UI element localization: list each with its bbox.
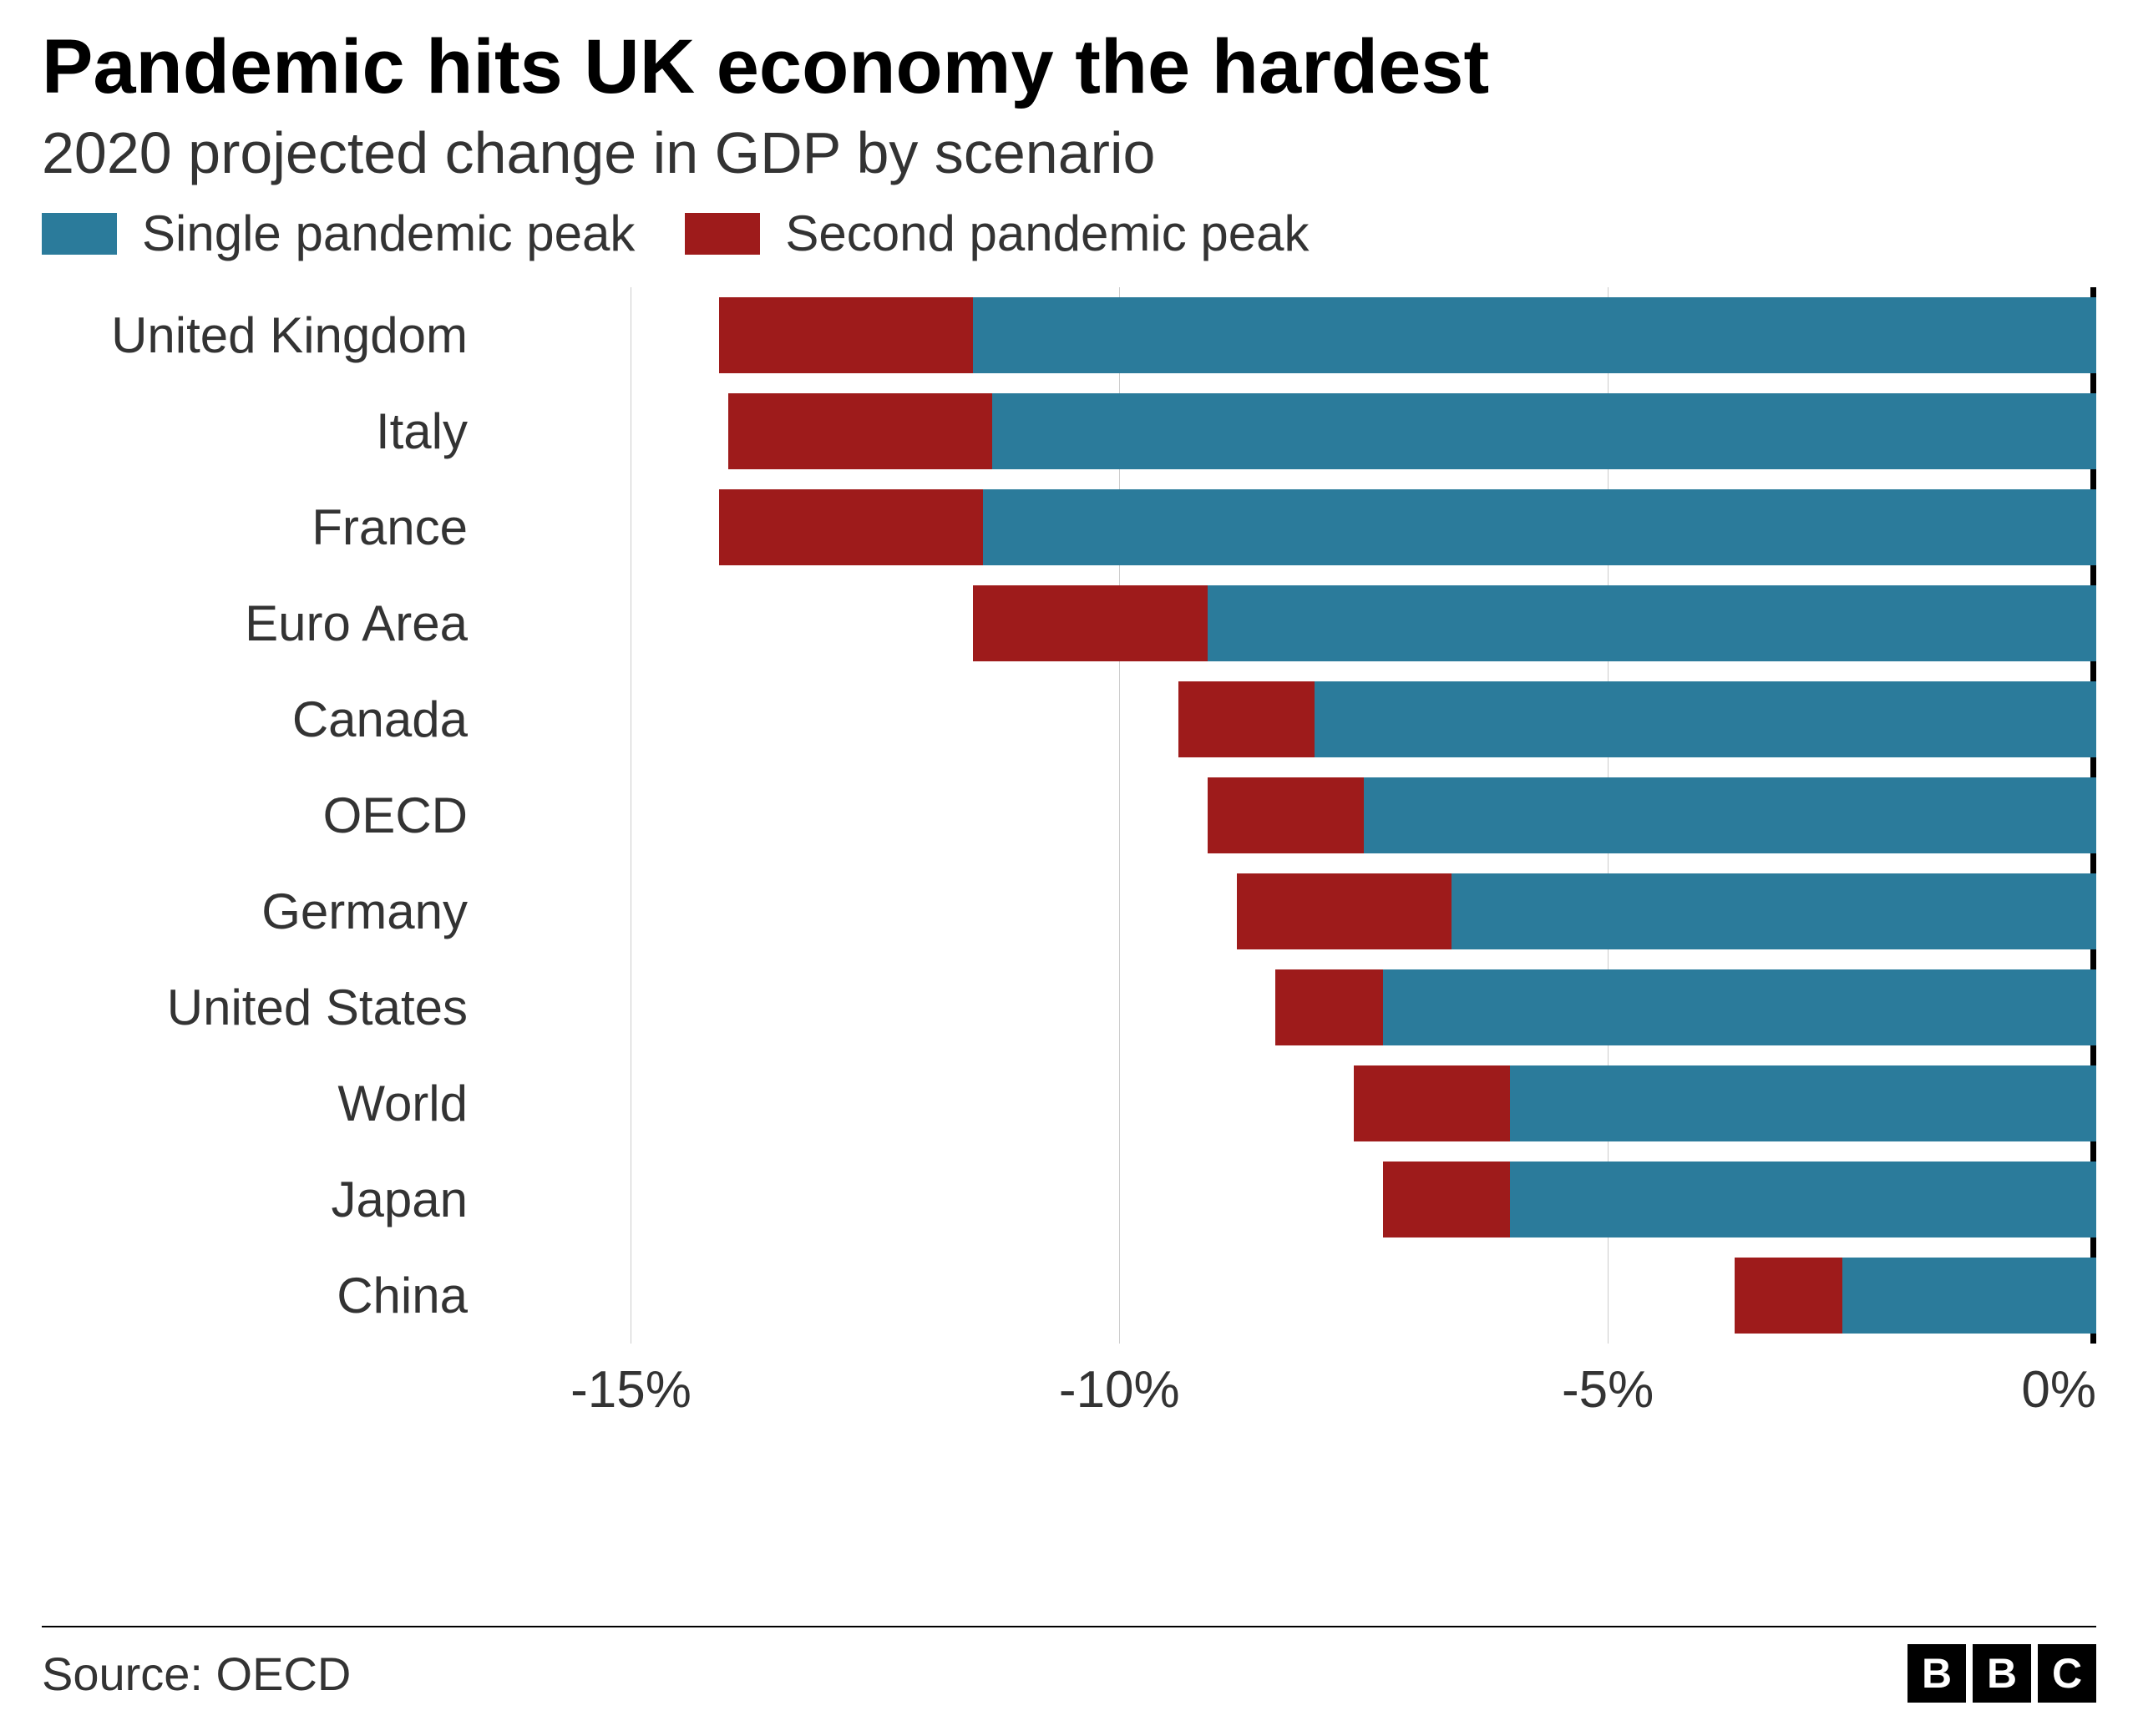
bar-area bbox=[484, 575, 2096, 671]
row-label: Canada bbox=[42, 691, 484, 748]
chart-title: Pandemic hits UK economy the hardest bbox=[42, 25, 2096, 109]
chart-footer: Source: OECD B B C bbox=[42, 1626, 2096, 1703]
chart-row: Japan bbox=[42, 1151, 2096, 1248]
bar-wrap bbox=[484, 585, 2096, 661]
bbc-logo: B B C bbox=[1907, 1644, 2096, 1703]
row-label: OECD bbox=[42, 787, 484, 844]
source-label: Source: OECD bbox=[42, 1647, 351, 1701]
row-label: Euro Area bbox=[42, 595, 484, 652]
bar-segment-single bbox=[1315, 681, 2096, 757]
bar-segment-second bbox=[1383, 1162, 1510, 1237]
bar-segment-second bbox=[1275, 969, 1383, 1045]
bar-segment-single bbox=[1364, 777, 2096, 853]
bar-segment-single bbox=[1452, 873, 2096, 949]
bar-segment-second bbox=[1735, 1258, 1842, 1334]
row-label: China bbox=[42, 1267, 484, 1324]
bar-wrap bbox=[484, 1065, 2096, 1141]
chart-row: Italy bbox=[42, 383, 2096, 479]
legend-swatch-single bbox=[42, 213, 117, 255]
bar-segment-single bbox=[1383, 969, 2096, 1045]
bar-segment-second bbox=[1208, 777, 1364, 853]
chart-subtitle: 2020 projected change in GDP by scenario bbox=[42, 118, 2096, 188]
bar-wrap bbox=[484, 297, 2096, 373]
bar-wrap bbox=[484, 1258, 2096, 1334]
row-label: Japan bbox=[42, 1171, 484, 1228]
row-label: Germany bbox=[42, 883, 484, 940]
legend-label-second: Second pandemic peak bbox=[785, 205, 1309, 262]
bar-segment-second bbox=[1237, 873, 1452, 949]
chart-row: France bbox=[42, 479, 2096, 575]
bar-wrap bbox=[484, 681, 2096, 757]
legend-item-single: Single pandemic peak bbox=[42, 205, 635, 262]
chart-container: Pandemic hits UK economy the hardest 202… bbox=[0, 0, 2138, 1736]
bar-wrap bbox=[484, 1162, 2096, 1237]
logo-letter-b2: B bbox=[1973, 1644, 2031, 1703]
chart-legend: Single pandemic peak Second pandemic pea… bbox=[42, 205, 2096, 262]
x-tick-label: -10% bbox=[1059, 1360, 1180, 1420]
bar-segment-single bbox=[1510, 1065, 2096, 1141]
chart-row: China bbox=[42, 1248, 2096, 1344]
legend-swatch-second bbox=[685, 213, 760, 255]
bar-segment-single bbox=[973, 297, 2096, 373]
x-tick-label: -5% bbox=[1562, 1360, 1654, 1420]
bar-segment-second bbox=[973, 585, 1208, 661]
x-tick-label: -15% bbox=[570, 1360, 692, 1420]
bar-wrap bbox=[484, 777, 2096, 853]
row-label: France bbox=[42, 499, 484, 556]
chart-row: United States bbox=[42, 959, 2096, 1055]
chart-row: United Kingdom bbox=[42, 287, 2096, 383]
chart-x-axis: -15% -10% -5% 0% bbox=[42, 1352, 2096, 1419]
logo-letter-b1: B bbox=[1907, 1644, 1966, 1703]
chart-row: Germany bbox=[42, 863, 2096, 959]
row-label: United Kingdom bbox=[42, 306, 484, 364]
bar-segment-second bbox=[1354, 1065, 1510, 1141]
chart-row: World bbox=[42, 1055, 2096, 1151]
bar-segment-second bbox=[719, 297, 973, 373]
chart-x-axis-labels: -15% -10% -5% 0% bbox=[484, 1352, 2096, 1419]
bar-wrap bbox=[484, 969, 2096, 1045]
bar-wrap bbox=[484, 393, 2096, 469]
chart-row: OECD bbox=[42, 767, 2096, 863]
bar-segment-second bbox=[728, 393, 992, 469]
bar-area bbox=[484, 479, 2096, 575]
row-label: United States bbox=[42, 979, 484, 1036]
row-label: Italy bbox=[42, 402, 484, 460]
bar-area bbox=[484, 767, 2096, 863]
bar-area bbox=[484, 959, 2096, 1055]
bar-segment-single bbox=[1510, 1162, 2096, 1237]
bar-area bbox=[484, 287, 2096, 383]
bar-area bbox=[484, 863, 2096, 959]
bar-area bbox=[484, 1055, 2096, 1151]
bar-segment-single bbox=[1208, 585, 2096, 661]
chart-row: Euro Area bbox=[42, 575, 2096, 671]
bar-segment-single bbox=[1842, 1258, 2096, 1334]
legend-label-single: Single pandemic peak bbox=[142, 205, 635, 262]
bar-segment-second bbox=[719, 489, 983, 565]
bar-segment-single bbox=[983, 489, 2096, 565]
x-tick-label: 0% bbox=[2021, 1360, 2096, 1420]
bar-area bbox=[484, 1151, 2096, 1248]
chart-row: Canada bbox=[42, 671, 2096, 767]
chart-rows: United Kingdom Italy France Euro Area Canada… bbox=[42, 287, 2096, 1344]
bar-area bbox=[484, 383, 2096, 479]
legend-item-second: Second pandemic peak bbox=[685, 205, 1309, 262]
chart-plot-area: United Kingdom Italy France Euro Area Canada… bbox=[42, 287, 2096, 1419]
bar-area bbox=[484, 1248, 2096, 1344]
bar-segment-single bbox=[992, 393, 2096, 469]
logo-letter-c: C bbox=[2038, 1644, 2096, 1703]
bar-wrap bbox=[484, 489, 2096, 565]
bar-wrap bbox=[484, 873, 2096, 949]
row-label: World bbox=[42, 1075, 484, 1132]
bar-segment-second bbox=[1178, 681, 1315, 757]
bar-area bbox=[484, 671, 2096, 767]
